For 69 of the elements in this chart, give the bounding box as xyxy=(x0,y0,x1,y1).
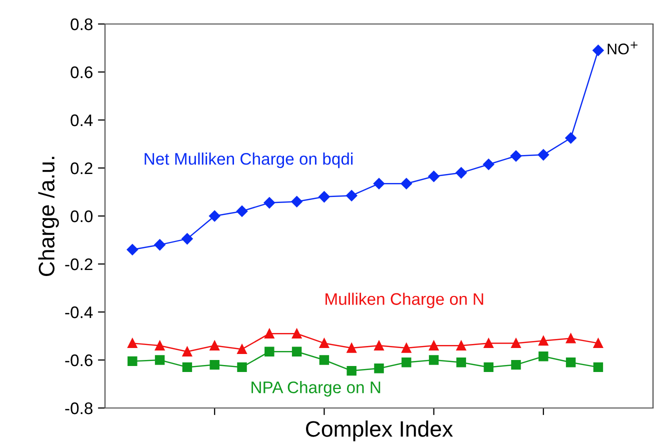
point xyxy=(319,355,330,365)
point xyxy=(510,150,522,162)
point xyxy=(456,340,466,350)
y-tick-label: 0.2 xyxy=(70,162,92,174)
point xyxy=(538,149,550,160)
point xyxy=(319,338,330,348)
point xyxy=(402,358,412,368)
y-tick-label: 0.8 xyxy=(70,18,92,30)
point xyxy=(346,190,358,202)
y-axis-title: Charge /a.u. xyxy=(38,156,59,276)
point xyxy=(428,340,439,350)
point xyxy=(538,336,548,346)
point xyxy=(126,244,138,256)
point xyxy=(456,167,467,178)
point xyxy=(128,338,138,348)
point xyxy=(292,346,302,356)
point xyxy=(264,346,274,356)
point xyxy=(264,328,274,338)
point xyxy=(374,364,384,374)
series-label: Net Mulliken Charge on bqdi xyxy=(144,152,353,168)
point xyxy=(566,334,576,344)
y-tick-label: -0.4 xyxy=(65,306,93,318)
point xyxy=(593,338,604,348)
x-axis-title: Complex Index xyxy=(306,420,453,442)
point xyxy=(237,344,247,354)
point xyxy=(154,340,165,350)
y-tick-label: -0.8 xyxy=(65,402,92,414)
point xyxy=(511,360,521,370)
point xyxy=(511,338,521,348)
point xyxy=(236,206,248,217)
point xyxy=(210,360,220,370)
y-tick-label: -0.2 xyxy=(65,258,92,270)
point xyxy=(400,178,412,190)
point xyxy=(210,340,220,350)
series-label: Mulliken Charge on N xyxy=(326,292,484,308)
point xyxy=(208,210,220,222)
point xyxy=(566,358,576,368)
point xyxy=(182,346,192,356)
point xyxy=(154,239,166,250)
point xyxy=(373,178,385,190)
point xyxy=(346,343,356,353)
point xyxy=(538,352,548,362)
point xyxy=(291,196,302,208)
point xyxy=(484,362,494,372)
point xyxy=(593,362,604,372)
point xyxy=(292,328,302,338)
point xyxy=(428,170,440,182)
point xyxy=(346,366,356,376)
point xyxy=(428,355,439,365)
point xyxy=(456,358,466,368)
point xyxy=(237,362,247,372)
point xyxy=(154,355,165,365)
y-tick-label: 0.4 xyxy=(70,114,93,126)
annotation: NO$^{+}$ xyxy=(608,42,638,54)
point xyxy=(482,158,494,170)
y-tick-label: 0.0 xyxy=(70,210,93,222)
point xyxy=(484,338,494,348)
y-tick-label: 0.6 xyxy=(70,66,92,78)
point xyxy=(182,362,192,372)
point xyxy=(374,340,384,350)
point xyxy=(402,343,412,353)
point xyxy=(565,132,576,144)
point xyxy=(592,44,604,56)
point xyxy=(318,191,330,202)
series-label: NPA Charge on N xyxy=(252,381,380,397)
point xyxy=(264,197,276,208)
y-tick-label: -0.6 xyxy=(65,354,92,366)
point xyxy=(182,233,193,244)
point xyxy=(128,356,138,366)
